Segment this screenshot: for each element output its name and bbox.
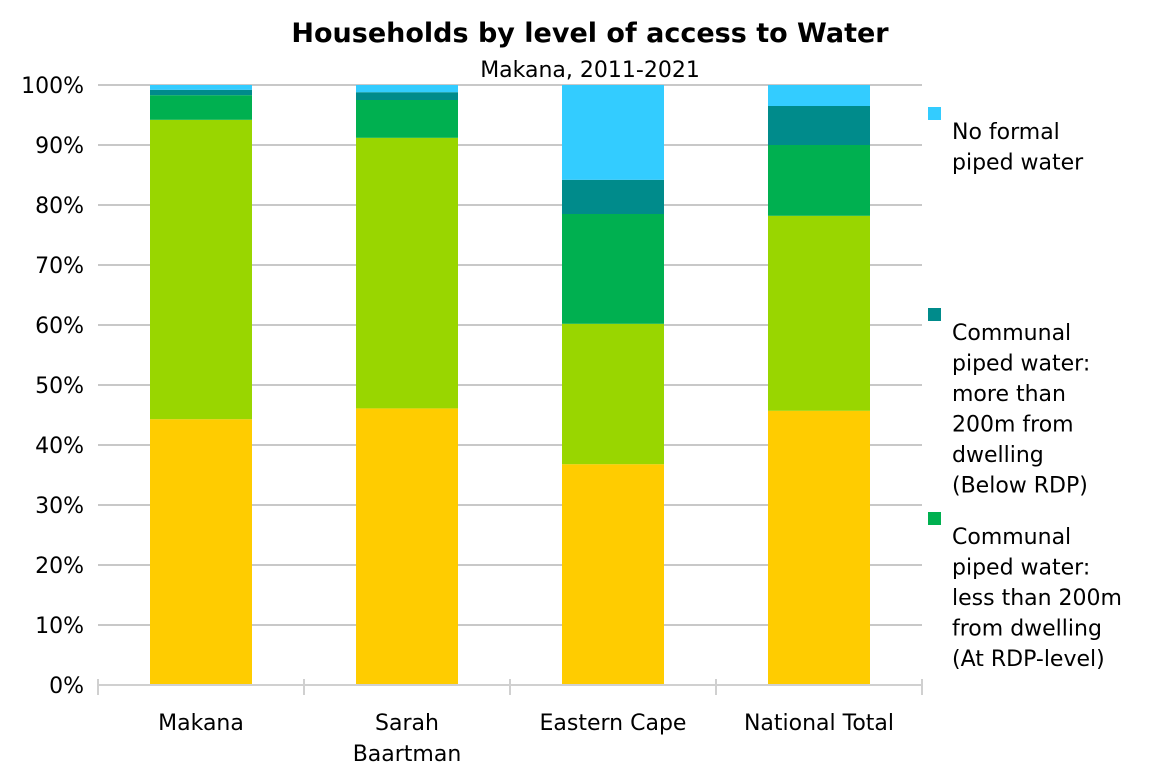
y-tick-label: 30% xyxy=(35,494,84,519)
axes: 0% 10% 20% 30% 40% 50% 60% 70% 80% 90% 100% Makana S… xyxy=(21,74,923,767)
legend-label: Communal piped water: more than 200m from dw… xyxy=(952,321,1090,499)
bar-segment xyxy=(150,85,252,90)
chart-title: Households by level of access to Water xyxy=(291,18,889,49)
bar-segment xyxy=(356,408,458,685)
x-tick-label: Sarah Baartman xyxy=(353,711,462,767)
bar-segment xyxy=(356,100,458,138)
legend-swatch xyxy=(928,308,941,321)
legend: No formal piped water Communal piped water:… xyxy=(928,107,1122,672)
bar-segment xyxy=(150,419,252,685)
bar-segment xyxy=(768,410,870,685)
y-tick-label: 100% xyxy=(21,74,84,99)
legend-label: Communal piped water: less than 200m from d… xyxy=(952,525,1122,672)
plot-area xyxy=(150,85,870,685)
bar-segment xyxy=(150,119,252,420)
bar-segment xyxy=(562,85,664,180)
y-tick-label: 70% xyxy=(35,254,84,279)
bar-segment xyxy=(150,95,252,120)
legend-swatch xyxy=(928,107,941,120)
x-tick-label: Makana xyxy=(158,711,244,736)
bar-segment xyxy=(356,137,458,409)
bar-segment xyxy=(562,323,664,465)
bar-segment xyxy=(768,85,870,106)
y-tick-label: 40% xyxy=(35,434,84,459)
x-tick-label: Eastern Cape xyxy=(540,711,687,736)
y-tick-label: 20% xyxy=(35,554,84,579)
legend-label: No formal piped water xyxy=(952,120,1084,176)
y-tick-label: 90% xyxy=(35,134,84,159)
bar-segment xyxy=(356,92,458,100)
y-tick-label: 60% xyxy=(35,314,84,339)
chart-subtitle: Makana, 2011-2021 xyxy=(480,58,700,83)
x-tick-label: National Total xyxy=(744,711,894,736)
bar-segment xyxy=(150,89,252,96)
bar-segment xyxy=(562,179,664,214)
bar-segment xyxy=(768,215,870,411)
bar-segment xyxy=(768,106,870,145)
y-tick-label: 0% xyxy=(49,674,84,699)
y-tick-label: 80% xyxy=(35,194,84,219)
bar-segment xyxy=(356,85,458,93)
legend-swatch xyxy=(928,512,941,525)
bar-segment xyxy=(562,464,664,685)
bar-segment xyxy=(768,145,870,216)
y-tick-label: 50% xyxy=(35,374,84,399)
bar-segment xyxy=(562,214,664,324)
y-tick-label: 10% xyxy=(35,614,84,639)
